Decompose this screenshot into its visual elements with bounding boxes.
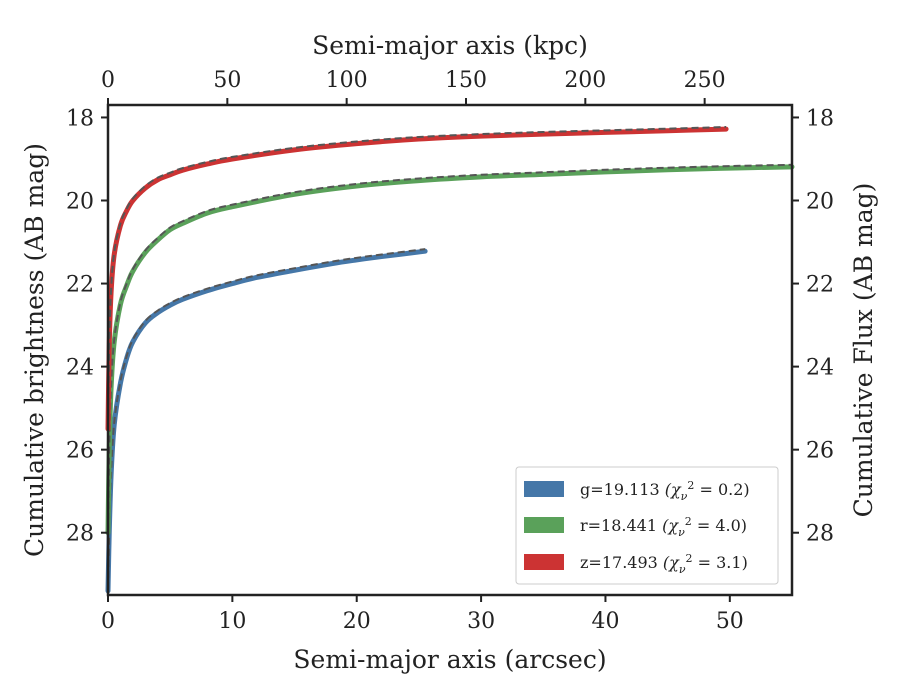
top-x-tick-label: 200 xyxy=(564,68,606,93)
y-tick-label: 18 xyxy=(66,106,94,131)
legend-label-z: z=17.493 (χν2 = 3.1) xyxy=(580,552,748,576)
x-tick-label: 50 xyxy=(716,609,744,634)
top-x-tick-label: 50 xyxy=(213,68,241,93)
top-x-tick-label: 100 xyxy=(326,68,368,93)
model-line-r xyxy=(107,163,793,531)
top-x-axis-title: Semi-major axis (kpc) xyxy=(312,31,588,60)
legend-chi-eq-r: = xyxy=(692,516,716,535)
legend-box xyxy=(515,466,779,585)
right-y-tick-label: 20 xyxy=(806,190,834,215)
y-axis-title: Cumulative brightness (AB mag) xyxy=(20,143,49,557)
legend-chi-sub-z: ν xyxy=(679,563,686,576)
legend-band-g: g=19.113 xyxy=(580,480,660,499)
legend-chi-sup-r: 2 xyxy=(685,515,692,528)
legend-chi-open-r: (χ xyxy=(657,516,679,535)
top-x-tick-label: 0 xyxy=(101,68,115,93)
series-line-g xyxy=(105,248,428,594)
legend-chi-sup-z: 2 xyxy=(686,552,693,565)
x-tick-label: 0 xyxy=(101,609,115,634)
legend-chi-close-g: ) xyxy=(743,480,749,499)
y-tick-label: 20 xyxy=(66,190,94,215)
legend: g=19.113 (χν2 = 0.2) r=18.441 (χν2 = 4.0… xyxy=(515,466,779,585)
x-tick-label: 20 xyxy=(343,609,371,634)
y-tick-label: 26 xyxy=(66,439,94,464)
legend-chi-sub-r: ν xyxy=(678,526,685,539)
right-y-tick-label: 18 xyxy=(806,106,834,131)
legend-chi-value-r: 4.0 xyxy=(715,516,740,535)
legend-chi-sub-g: ν xyxy=(681,490,688,503)
right-y-tick-label: 26 xyxy=(806,439,834,464)
top-x-tick-label: 150 xyxy=(445,68,487,93)
legend-chi-sup-g: 2 xyxy=(687,479,694,492)
right-y-tick-label: 24 xyxy=(806,356,834,381)
legend-swatch-g xyxy=(524,481,564,497)
right-y-axis-title: Cumulative Flux (AB mag) xyxy=(849,183,878,518)
x-tick-label: 10 xyxy=(218,609,246,634)
legend-chi-open-g: (χ xyxy=(660,480,682,499)
x-axis-title: Semi-major axis (arcsec) xyxy=(293,645,606,674)
legend-chi-value-z: 3.1 xyxy=(716,553,741,572)
legend-band-r: r=18.441 xyxy=(580,516,657,535)
legend-chi-eq-z: = xyxy=(693,553,717,572)
y-tick-label: 24 xyxy=(66,356,94,381)
curves-layer xyxy=(105,126,795,594)
right-y-tick-label: 22 xyxy=(806,273,834,298)
y-tick-label: 22 xyxy=(66,273,94,298)
top-x-tick-label: 250 xyxy=(684,68,726,93)
legend-band-z: z=17.493 xyxy=(580,553,658,572)
series-line-z xyxy=(105,126,729,432)
legend-chi-eq-g: = xyxy=(694,480,718,499)
right-y-tick-label: 28 xyxy=(806,522,834,547)
plot-frame xyxy=(106,103,794,597)
legend-label-g: g=19.113 (χν2 = 0.2) xyxy=(580,479,750,503)
model-line-g xyxy=(107,248,426,589)
y-tick-label: 28 xyxy=(66,522,94,547)
legend-chi-value-g: 0.2 xyxy=(718,480,743,499)
legend-label-r: r=18.441 (χν2 = 4.0) xyxy=(580,515,747,539)
legend-swatch-r xyxy=(524,517,564,533)
legend-chi-close-r: ) xyxy=(741,516,747,535)
legend-chi-close-z: ) xyxy=(742,553,748,572)
x-tick-label: 30 xyxy=(467,609,495,634)
model-line-z xyxy=(107,126,727,427)
legend-swatch-z xyxy=(524,554,564,570)
x-tick-label: 40 xyxy=(591,609,619,634)
legend-chi-open-z: (χ xyxy=(658,553,680,572)
ticks-layer: 0 10 20 30 40 500 50 100 150 200 25018202224262818… xyxy=(66,68,834,634)
